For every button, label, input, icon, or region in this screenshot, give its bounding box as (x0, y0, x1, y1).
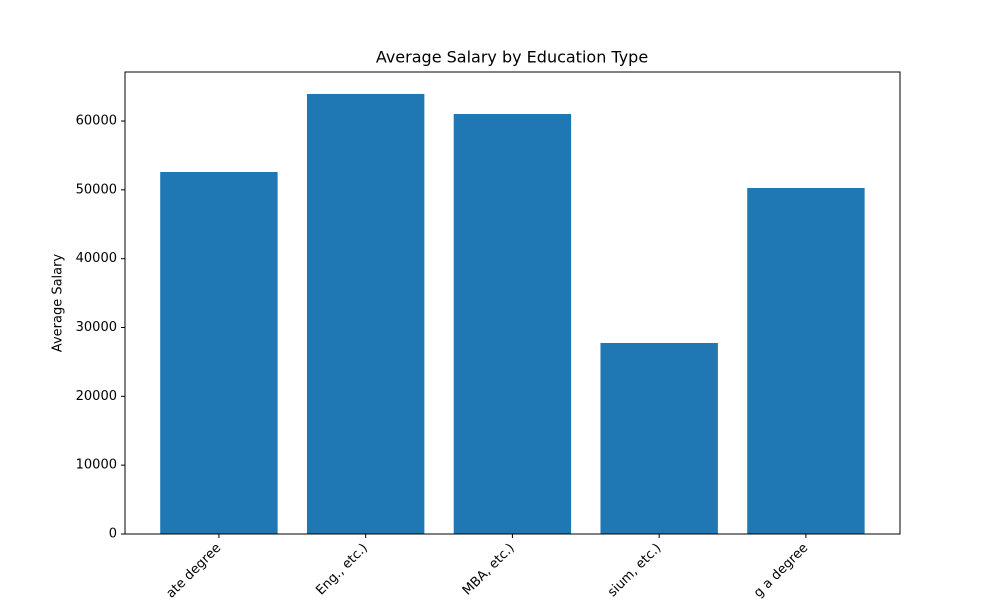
bar (600, 342, 718, 534)
x-tick-label: g a degree (751, 541, 811, 600)
y-tick-label: 20000 (76, 389, 117, 404)
x-tick-label: ate degree (164, 541, 225, 600)
plot-frame (124, 71, 901, 535)
y-tick-label: 60000 (76, 114, 117, 129)
x-tick-label: sium, etc.) (605, 541, 664, 600)
x-tick-label: MBA, etc.) (460, 541, 518, 599)
y-tick-label: 30000 (76, 320, 117, 335)
bar (747, 187, 865, 535)
y-tick-label: 50000 (76, 182, 117, 197)
y-tick-label: 40000 (76, 251, 117, 266)
x-tick-label: Eng., etc.) (313, 541, 371, 599)
bar (160, 172, 278, 534)
y-tick-label: 0 (109, 527, 117, 542)
bar (453, 113, 572, 534)
y-axis-label: Average Salary (51, 254, 66, 353)
chart-title: Average Salary by Education Type (376, 48, 648, 67)
bar (306, 93, 425, 534)
y-tick-label: 10000 (76, 458, 117, 473)
